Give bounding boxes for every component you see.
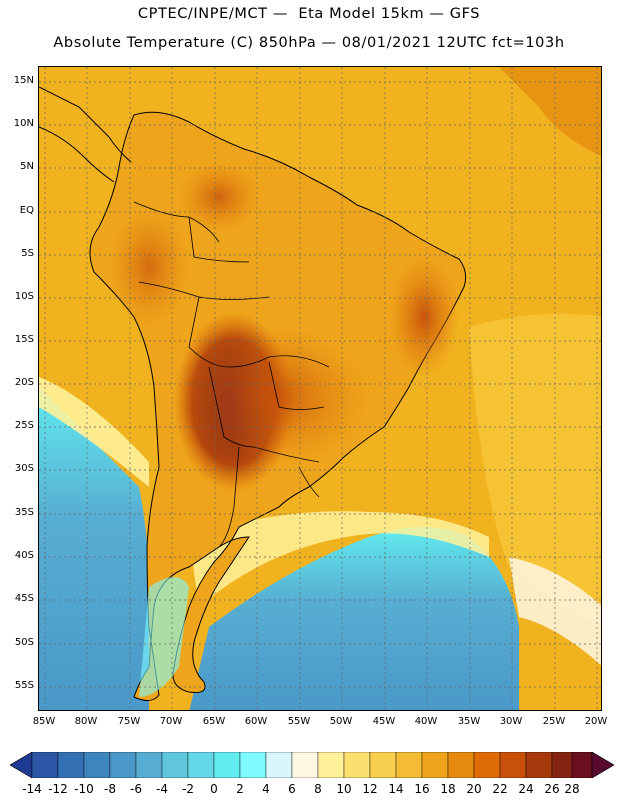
graticule [39,67,601,710]
colorbar-swatch [239,752,267,778]
colorbar-label: 8 [314,782,322,796]
colorbar-label: 0 [210,782,218,796]
colorbar-label: -14 [22,782,42,796]
coast-central-america [39,86,132,163]
lat-label-15s: 15S [14,334,34,345]
lon-label-30w: 30W [499,716,523,727]
colorbar-swatch [291,752,319,778]
colorbar-swatch [369,752,397,778]
colorbar-swatch [499,752,527,778]
colorbar-swatch [31,752,59,778]
colorbar-swatch [317,752,345,778]
lon-label-80w: 80W [74,716,98,727]
lat-label-15n: 15N [13,75,34,86]
colorbar-label: 18 [440,782,456,796]
colorbar-swatch [83,752,111,778]
lat-label-30s: 30S [14,463,34,474]
heat-region-venezuela [179,162,259,232]
heat-region-central [179,327,369,467]
lon-label-35w: 35W [457,716,481,727]
lon-label-25w: 25W [542,716,566,727]
transition-band-south [189,511,489,607]
map-canvas [39,67,601,710]
colorbar-label: 26 [544,782,560,796]
colorbar-label: 22 [492,782,508,796]
cold-region-atlantic [189,527,519,710]
lat-label-25s: 25S [14,420,34,431]
lat-label-5s: 5S [21,248,34,259]
lon-label-20w: 20W [584,716,608,727]
colorbar-label: 20 [466,782,482,796]
colorbar-label: 28 [564,782,580,796]
lon-label-40w: 40W [414,716,438,727]
coast-panama [39,126,115,183]
colorbar-swatch [109,752,137,778]
colorbar-label: -4 [156,782,168,796]
colorbar-low-arrow [10,752,33,778]
colorbar-swatch [343,752,371,778]
lat-label-55s: 55S [14,680,34,691]
colorbar-label: 16 [414,782,430,796]
colorbar-label: -2 [182,782,194,796]
colorbar-swatch [213,752,241,778]
lat-label-40s: 40S [14,550,34,561]
lon-label-75w: 75W [117,716,141,727]
colorbar-swatch [135,752,163,778]
colorbar-swatch [473,752,501,778]
colorbar-label: 6 [288,782,296,796]
colorbar-label: -6 [130,782,142,796]
colorbar-label: 24 [518,782,534,796]
map-title-line1: CPTEC/INPE/MCT — Eta Model 15km — GFS [137,6,481,22]
lon-label-55w: 55W [287,716,311,727]
map-title-line2: Absolute Temperature (C) 850hPa — 08/01/… [53,35,565,51]
cold-region-patagonia [139,577,189,697]
colorbar-swatch [265,752,293,778]
lon-label-50w: 50W [329,716,353,727]
temperature-colorbar [10,752,614,778]
colorbar-swatch [525,752,553,778]
colorbar-label: 4 [262,782,270,796]
lon-label-60w: 60W [244,716,268,727]
colorbar-swatch [57,752,85,778]
transition-band-west [39,377,149,487]
colorbar-label: 14 [388,782,404,796]
heat-region-northeast [389,257,459,377]
country-borders [133,201,330,548]
colorbar-swatch [187,752,215,778]
lat-label-eq: EQ [19,205,34,216]
lon-label-70w: 70W [159,716,183,727]
lat-label-5n: 5N [20,161,34,172]
cold-region-pacific [39,387,149,710]
lat-label-10n: 10N [13,118,34,129]
heat-region-andes [109,207,189,327]
warm-region-ne [499,67,601,157]
lat-label-10s: 10S [14,291,34,302]
colorbar-swatch [551,752,573,778]
lat-label-50s: 50S [14,637,34,648]
lon-label-65w: 65W [202,716,226,727]
colorbar-label: 12 [362,782,378,796]
lat-label-35s: 35S [14,507,34,518]
colorbar-swatch [395,752,423,778]
colorbar-swatch [161,752,189,778]
lat-label-20s: 20S [14,377,34,388]
lat-label-45s: 45S [14,593,34,604]
colorbar-label: 10 [336,782,352,796]
temperature-map [38,66,602,711]
lon-label-45w: 45W [372,716,396,727]
colorbar-swatch [571,752,593,778]
colorbar-swatch [447,752,475,778]
colorbar-high-arrow [591,752,614,778]
colorbar-swatch [421,752,449,778]
colorbar-label: -8 [104,782,116,796]
transition-band-east [509,557,601,666]
colorbar-label: 2 [236,782,244,796]
colorbar-label: -12 [48,782,68,796]
colorbar-label: -10 [74,782,94,796]
lon-label-85w: 85W [32,716,56,727]
